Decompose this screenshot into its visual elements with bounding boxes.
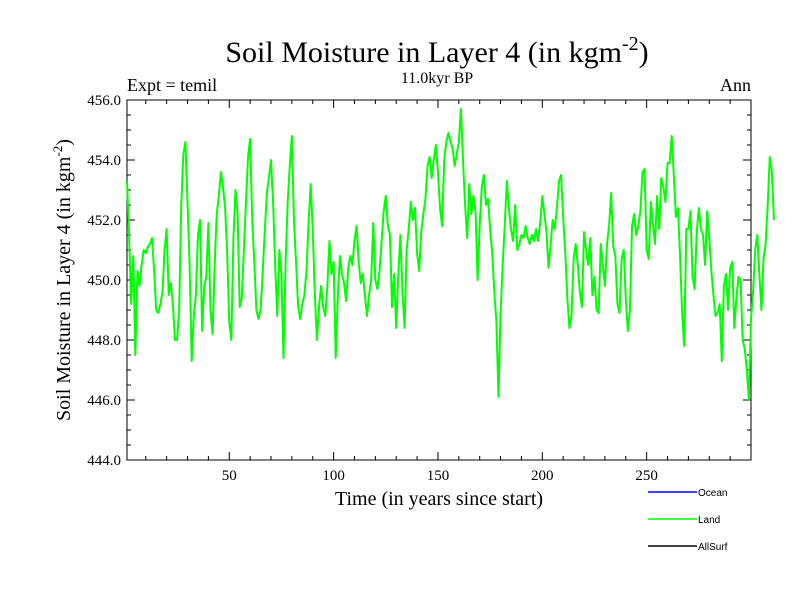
x-tick-label: 150 — [427, 468, 450, 484]
y-tick-label: 456.0 — [87, 93, 121, 109]
series-group — [126, 108, 775, 401]
y-tick-label: 446.0 — [87, 393, 121, 409]
y-tick-label: 448.0 — [87, 333, 121, 349]
x-axis-label: Time (in years since start) — [335, 488, 543, 510]
chart-title: Soil Moisture in Layer 4 (in kgm-2) — [225, 33, 648, 69]
y-tick-label: 450.0 — [87, 273, 121, 289]
plot-frame — [126, 99, 752, 461]
x-tick-label: 200 — [531, 468, 554, 484]
y-tick-label: 454.0 — [87, 153, 121, 169]
experiment-label: Expt = temil — [127, 75, 217, 95]
y-axis: 444.0 446.0 448.0 450.0 452.0 454.0 456.0 — [87, 93, 751, 469]
x-tick-label: 50 — [222, 468, 237, 484]
legend-label-allsurf: AllSurf — [698, 542, 728, 553]
y-tick-label: 452.0 — [87, 213, 121, 229]
legend-label-ocean: Ocean — [698, 488, 727, 499]
y-tick-label: 444.0 — [87, 453, 121, 469]
legend-label-land: Land — [698, 515, 720, 526]
season-label: Ann — [720, 75, 751, 95]
legend: Ocean Land AllSurf — [648, 488, 728, 553]
x-tick-label: 100 — [322, 468, 345, 484]
chart-subtitle: 11.0kyr BP — [401, 70, 473, 87]
series-line-land — [126, 108, 775, 401]
x-tick-label: 250 — [635, 468, 658, 484]
x-axis: 50 100 150 200 250 — [145, 100, 731, 484]
y-axis-label: Soil Moisture in Layer 4 (in kgm-2) — [50, 139, 75, 421]
